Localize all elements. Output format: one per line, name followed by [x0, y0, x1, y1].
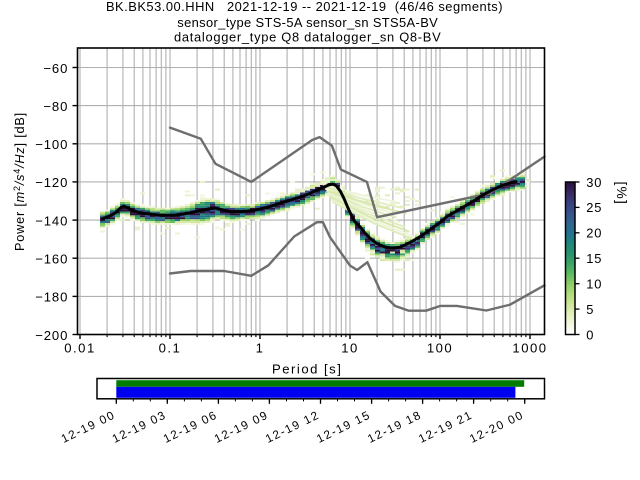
- svg-text:0.01: 0.01: [64, 340, 95, 355]
- svg-text:−140: −140: [35, 213, 68, 228]
- svg-text:1000: 1000: [512, 340, 547, 355]
- svg-text:Period [s]: Period [s]: [272, 362, 342, 377]
- svg-text:Power [m2/s4/Hz] [dB]: Power [m2/s4/Hz] [dB]: [12, 112, 27, 251]
- svg-text:−160: −160: [35, 252, 68, 267]
- svg-text:20: 20: [586, 226, 602, 241]
- svg-text:−80: −80: [43, 99, 68, 114]
- svg-text:5: 5: [586, 302, 594, 317]
- svg-text:−100: −100: [35, 137, 68, 152]
- svg-text:25: 25: [586, 200, 602, 215]
- svg-text:−120: −120: [35, 175, 68, 190]
- svg-text:−200: −200: [35, 328, 68, 343]
- svg-text:30: 30: [586, 175, 602, 190]
- svg-text:10: 10: [341, 340, 359, 355]
- svg-text:15: 15: [586, 251, 602, 266]
- svg-text:[%]: [%]: [614, 182, 629, 206]
- svg-text:−60: −60: [43, 61, 68, 76]
- svg-text:−180: −180: [35, 290, 68, 305]
- svg-text:sensor_type STS-5A sensor_sn S: sensor_type STS-5A sensor_sn STS5A-BV: [177, 15, 438, 30]
- svg-text:0: 0: [586, 327, 594, 342]
- svg-text:datalogger_type Q8 datalogger_: datalogger_type Q8 datalogger_sn Q8-BV: [174, 29, 441, 44]
- svg-text:1: 1: [256, 340, 265, 355]
- svg-text:BK.BK53.00.HHN 2021-12-19 --: BK.BK53.00.HHN 2021-12-19 -- 2021-12-19 …: [106, 0, 503, 14]
- svg-text:100: 100: [427, 340, 453, 355]
- svg-text:0.1: 0.1: [159, 340, 182, 355]
- svg-text:10: 10: [586, 277, 602, 292]
